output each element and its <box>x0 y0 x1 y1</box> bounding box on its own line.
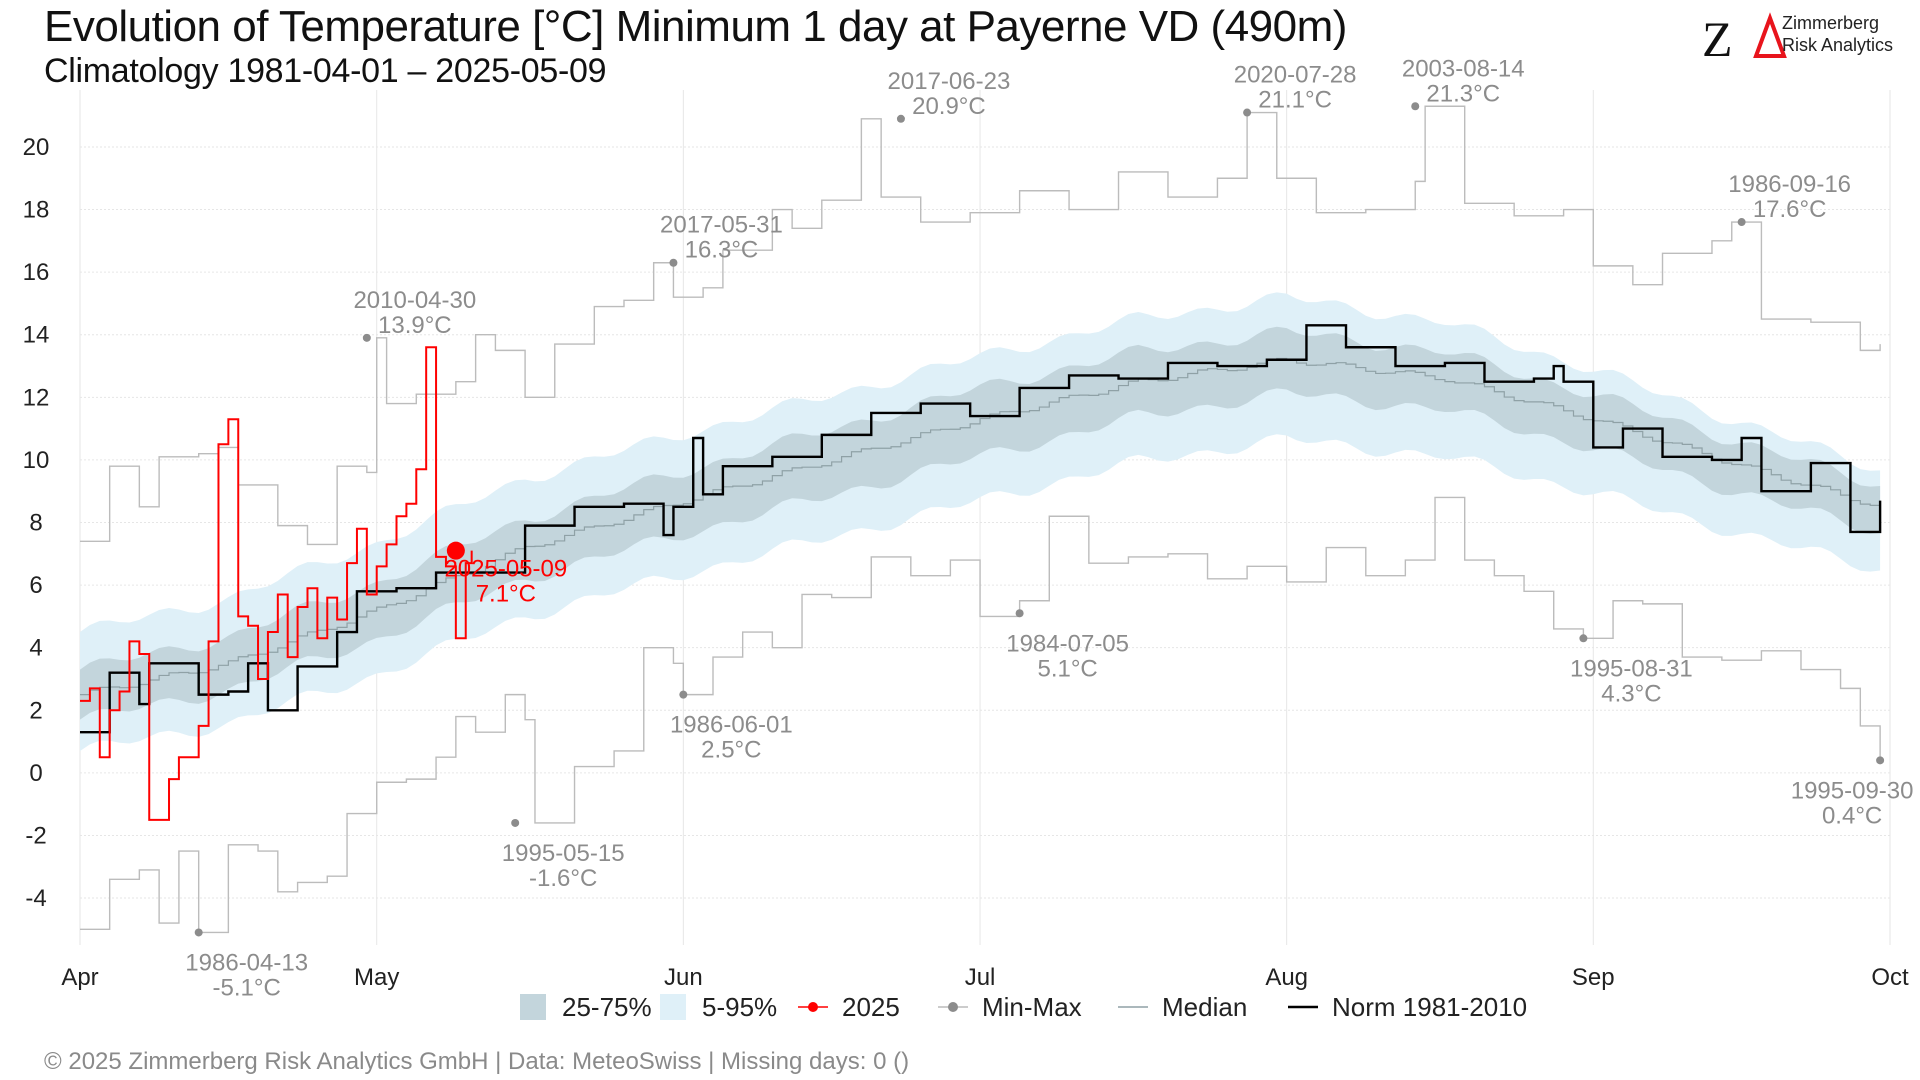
y-tick-label: 2 <box>29 697 42 724</box>
logo-mark: Z <box>1702 11 1733 64</box>
norm-path <box>80 324 1882 734</box>
y-axis-ticks: -4 -2 0 2 4 6 8 10 12 14 16 18 20 <box>23 134 50 912</box>
min-path <box>80 496 1881 934</box>
extreme-point <box>362 333 371 342</box>
extreme-value-label: 0.4°C <box>1822 802 1882 829</box>
norm-line <box>80 324 1882 734</box>
current-value-label: 7.1°C <box>476 581 536 608</box>
page-title: Evolution of Temperature [°C] Minimum 1 … <box>44 2 1347 51</box>
extreme-date-label: 2010-04-30 <box>353 287 476 314</box>
extreme-value-label: 17.6°C <box>1753 196 1827 223</box>
extreme-date-label: 1995-09-30 <box>1791 777 1914 804</box>
extreme-value-label: 21.3°C <box>1426 80 1500 107</box>
extreme-value-label: 16.3°C <box>685 237 759 264</box>
x-tick-label: Jul <box>965 964 996 991</box>
logo: Z <box>1702 11 1787 64</box>
x-tick-label: May <box>354 964 399 991</box>
logo-line1: Zimmerberg <box>1782 13 1880 33</box>
extreme-date-label: 2020-07-28 <box>1234 62 1357 89</box>
legend-swatch-dot <box>808 1002 818 1012</box>
y-tick-label: 4 <box>29 635 42 662</box>
x-tick-label: Apr <box>61 964 98 991</box>
extreme-value-label: -1.6°C <box>529 865 597 892</box>
y-tick-label: -2 <box>25 822 46 849</box>
current-date-label: 2025-05-09 <box>444 556 567 583</box>
extreme-value-label: 5.1°C <box>1037 655 1097 682</box>
x-tick-label: Aug <box>1265 964 1308 991</box>
series-2025-path <box>80 346 473 821</box>
legend-label: 2025 <box>842 992 900 1022</box>
extreme-date-label: 2003-08-14 <box>1402 55 1525 82</box>
footer-copyright: © 2025 Zimmerberg Risk Analytics GmbH | … <box>44 1048 910 1075</box>
logo-delta-icon <box>1753 12 1787 58</box>
y-tick-label: 8 <box>29 510 42 537</box>
extreme-date-label: 1986-06-01 <box>670 712 793 739</box>
x-axis-ticks: Apr May Jun Jul Aug Sep Oct <box>61 964 1909 991</box>
y-tick-label: 10 <box>23 447 50 474</box>
extreme-date-label: 1995-05-15 <box>502 840 625 867</box>
extreme-value-label: -5.1°C <box>213 974 281 1001</box>
legend-swatch <box>660 994 686 1020</box>
extreme-point <box>896 114 905 123</box>
median-line <box>80 357 1881 696</box>
y-tick-label: 0 <box>29 760 42 787</box>
legend: 25-75% 5-95% 2025 Min-Max Median Norm 1981-20… <box>520 992 1527 1022</box>
max-path <box>80 105 1881 546</box>
grid <box>79 90 1891 945</box>
extreme-value-label: 13.9°C <box>378 312 452 339</box>
extreme-point <box>679 690 688 699</box>
legend-swatch-dot <box>948 1002 958 1012</box>
extreme-value-label: 2.5°C <box>701 737 761 764</box>
x-tick-label: Jun <box>664 964 703 991</box>
y-tick-label: 18 <box>23 197 50 224</box>
extreme-point <box>511 818 520 827</box>
extreme-point <box>1737 218 1746 227</box>
logo-text: Zimmerberg Risk Analytics <box>1782 12 1893 56</box>
extreme-point <box>669 258 678 267</box>
x-tick-label: Oct <box>1871 964 1909 991</box>
extreme-date-label: 1986-09-16 <box>1728 171 1851 198</box>
extreme-date-label: 2017-06-23 <box>888 68 1011 95</box>
extreme-point <box>1243 108 1252 117</box>
extreme-point <box>194 928 203 937</box>
page-subtitle: Climatology 1981-04-01 – 2025-05-09 <box>44 52 607 90</box>
y-tick-label: 14 <box>23 322 50 349</box>
extreme-point <box>1579 634 1588 643</box>
current-point <box>446 541 465 560</box>
legend-label: 5-95% <box>702 992 777 1022</box>
y-tick-label: 20 <box>23 134 50 161</box>
logo-line2: Risk Analytics <box>1782 35 1894 55</box>
extreme-value-label: 20.9°C <box>912 93 986 120</box>
x-tick-label: Sep <box>1572 964 1615 991</box>
extreme-date-label: 2017-05-31 <box>660 212 783 239</box>
y-tick-label: 12 <box>23 384 50 411</box>
series-2025-line <box>80 346 473 821</box>
y-tick-label: -4 <box>25 885 46 912</box>
extreme-date-label: 1986-04-13 <box>185 949 308 976</box>
extreme-point <box>1015 609 1024 618</box>
y-tick-label: 6 <box>29 572 42 599</box>
extreme-value-label: 21.1°C <box>1258 87 1332 114</box>
legend-label: Median <box>1162 992 1247 1022</box>
extreme-value-label: 4.3°C <box>1601 680 1661 707</box>
band-25-75 <box>80 326 1881 720</box>
legend-label: Norm 1981-2010 <box>1332 992 1527 1022</box>
extreme-point <box>1411 102 1420 111</box>
legend-label: Min-Max <box>982 992 1082 1022</box>
min-max-lines <box>80 105 1881 934</box>
median-path <box>80 357 1881 696</box>
y-tick-label: 16 <box>23 259 50 286</box>
extreme-date-label: 1984-07-05 <box>1006 630 1129 657</box>
extreme-date-label: 1995-08-31 <box>1570 655 1693 682</box>
legend-swatch <box>520 994 546 1020</box>
band-25-75-area <box>80 326 1881 720</box>
legend-label: 25-75% <box>562 992 652 1022</box>
extreme-point <box>1876 756 1885 765</box>
